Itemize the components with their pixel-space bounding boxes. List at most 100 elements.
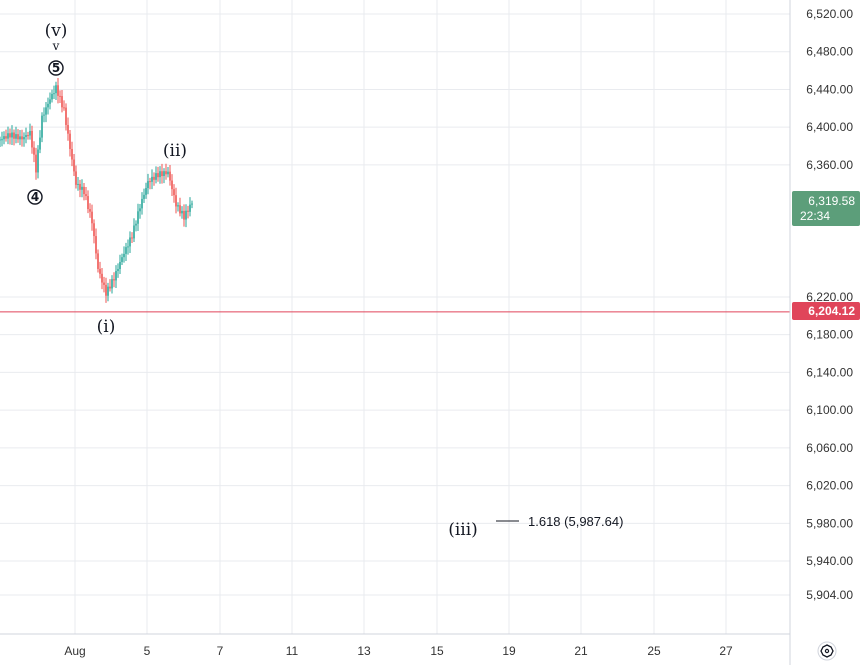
gear-icon (820, 644, 834, 658)
wave-label-4: 4 (31, 190, 39, 204)
candle-body (79, 183, 81, 190)
candle-body (187, 210, 189, 212)
candle-body (115, 271, 117, 281)
candle-body (69, 133, 71, 149)
candle-body (57, 85, 59, 96)
price-axis[interactable]: 6,520.00 6,480.00 6,440.00 6,400.00 6,360.00… (806, 7, 853, 602)
x-tick-label: 25 (647, 644, 661, 658)
candle-body (139, 208, 141, 212)
candle-body (167, 171, 169, 175)
candle-body (107, 286, 109, 296)
x-tick-label: 5 (144, 644, 151, 658)
candle-body (21, 136, 23, 140)
candle-body (59, 95, 61, 97)
wave-label-v-mark: v (52, 39, 60, 53)
candle-body (151, 176, 153, 182)
candle-body (55, 85, 57, 94)
candle-body (113, 279, 115, 281)
candle-body (9, 133, 11, 138)
candle-body (81, 186, 83, 190)
candle-body (67, 124, 69, 134)
candle-body (13, 132, 15, 139)
last-price-badge: 6,319.58 22:34 (792, 191, 860, 226)
candle-body (103, 282, 105, 285)
candle-body (93, 223, 95, 237)
wave-label-v: (v) (45, 21, 68, 41)
candle-body (91, 211, 93, 224)
wave-label-4-circle: 4 (27, 189, 43, 205)
candle-body (97, 253, 99, 269)
candle-body (27, 135, 29, 137)
candle-body (35, 154, 37, 173)
x-tick-label: Aug (64, 644, 85, 658)
wave-label-ii: (ii) (163, 141, 187, 161)
fib-level-label: 1.618 (5,987.64) (528, 514, 623, 529)
x-tick-label: 7 (217, 644, 224, 658)
candle-body (133, 225, 135, 239)
candle-body (181, 210, 183, 214)
candlestick-series (0, 78, 193, 303)
candle-body (119, 261, 121, 269)
candle-body (85, 194, 87, 197)
candle-body (177, 205, 179, 207)
candle-body (33, 147, 35, 155)
candle-body (99, 268, 101, 274)
candle-body (39, 137, 41, 150)
last-price-value: 6,319.58 (808, 194, 855, 208)
candle-body (127, 246, 129, 248)
y-tick-label: 6,520.00 (806, 7, 853, 21)
candle-body (161, 171, 163, 177)
candle-body (171, 180, 173, 190)
y-tick-label: 5,980.00 (806, 516, 853, 530)
candle-body (51, 93, 53, 100)
x-tick-label: 13 (357, 644, 371, 658)
grid-horizontal (0, 13, 790, 596)
candle-body (159, 171, 161, 178)
candle-body (19, 136, 21, 140)
candle-body (189, 204, 191, 212)
candle-body (41, 115, 43, 138)
y-tick-label: 5,940.00 (806, 554, 853, 568)
candle-body (87, 196, 89, 210)
candle-body (117, 268, 119, 272)
candle-body (129, 237, 131, 247)
candle-body (53, 93, 55, 95)
candle-body (121, 257, 123, 262)
wave-label-iii: (iii) (448, 520, 478, 540)
candle-body (105, 284, 107, 296)
candle-body (191, 203, 193, 205)
candle-body (135, 223, 137, 226)
y-tick-label: 6,220.00 (806, 290, 853, 304)
candle-body (31, 130, 33, 148)
candle-body (125, 247, 127, 254)
x-tick-label: 15 (430, 644, 444, 658)
y-tick-label: 6,360.00 (806, 158, 853, 172)
y-tick-label: 6,440.00 (806, 82, 853, 96)
candle-body (23, 136, 25, 140)
candle-body (95, 236, 97, 254)
time-axis[interactable]: Aug 5 7 11 13 15 19 21 25 27 (64, 644, 733, 658)
candle-body (37, 149, 39, 173)
candle-body (185, 210, 187, 220)
chart-settings-button[interactable] (817, 641, 837, 661)
candle-body (15, 134, 17, 139)
y-tick-label: 6,100.00 (806, 403, 853, 417)
level-price-value: 6,204.12 (808, 304, 855, 318)
candle-body (43, 114, 45, 116)
y-tick-label: 6,020.00 (806, 479, 853, 493)
candle-body (63, 107, 65, 109)
candle-body (165, 171, 167, 175)
candle-body (173, 189, 175, 196)
x-tick-label: 27 (719, 644, 733, 658)
candle-body (157, 173, 159, 178)
wave-label-5-circle: 5 (48, 60, 64, 76)
candle-body (7, 133, 9, 139)
candle-body (111, 279, 113, 289)
y-tick-label: 6,180.00 (806, 328, 853, 342)
candle-body (141, 198, 143, 209)
wave-label-i: (i) (97, 317, 116, 337)
candle-body (179, 205, 181, 214)
candle-body (45, 107, 47, 115)
